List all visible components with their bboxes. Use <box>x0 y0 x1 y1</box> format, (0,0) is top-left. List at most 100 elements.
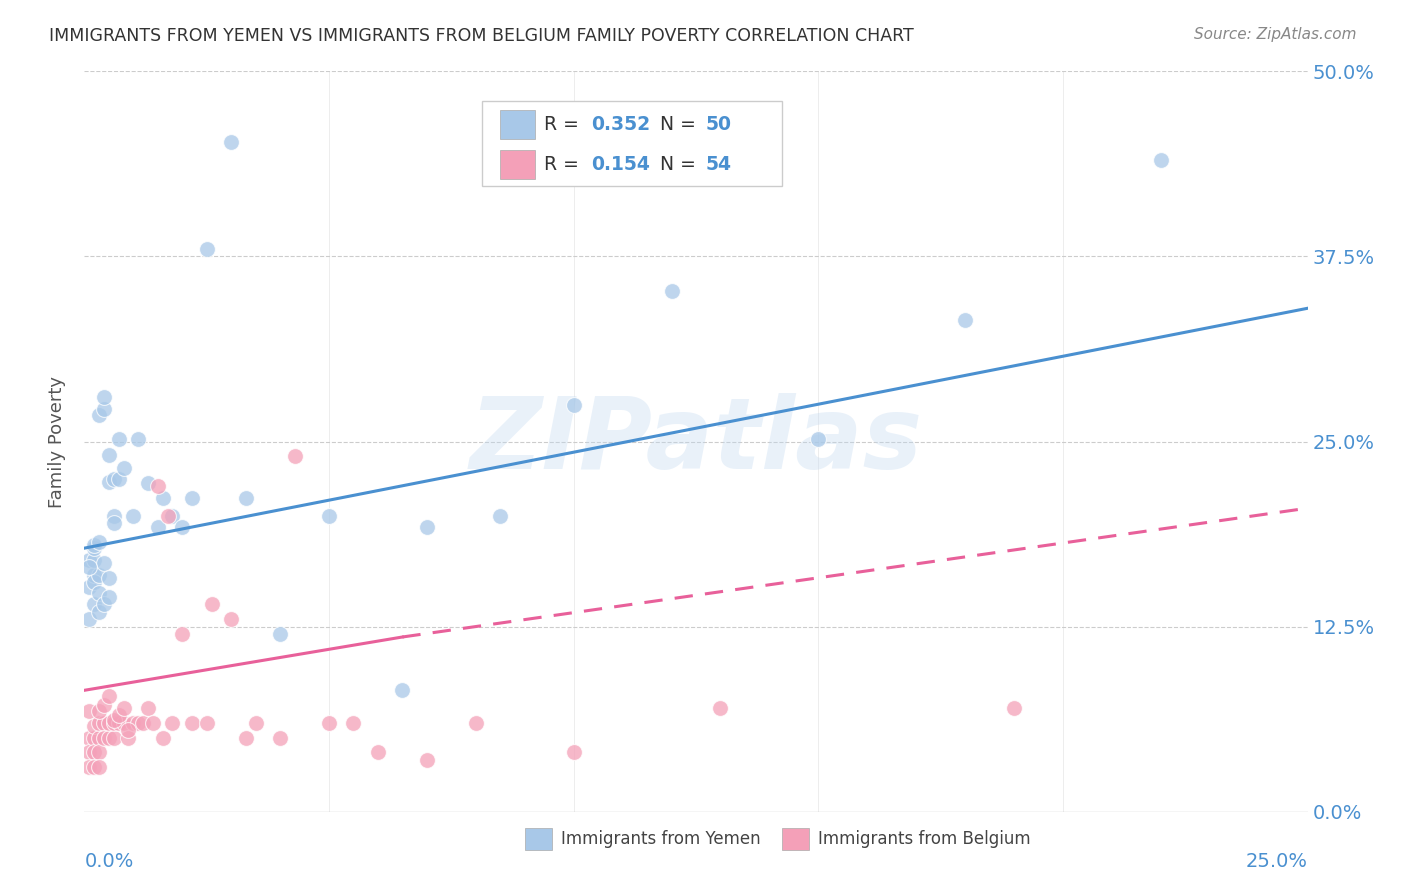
Point <box>83 541 105 556</box>
Point <box>142 715 165 730</box>
Point <box>87 746 110 760</box>
Point <box>97 571 120 585</box>
Point <box>97 715 120 730</box>
Point <box>112 701 135 715</box>
Text: 54: 54 <box>706 155 731 174</box>
Point <box>235 491 257 505</box>
Point <box>83 760 105 774</box>
Point <box>77 560 100 574</box>
Point <box>87 585 110 599</box>
Point <box>172 520 194 534</box>
Point <box>93 715 115 730</box>
Bar <box>524 828 551 850</box>
Point <box>953 313 976 327</box>
Point <box>87 535 110 549</box>
Point <box>97 690 120 704</box>
Point <box>103 471 125 485</box>
Point <box>103 731 125 745</box>
Point <box>77 580 100 594</box>
Point <box>87 715 110 730</box>
Point <box>112 715 135 730</box>
Point <box>107 715 129 730</box>
Point <box>162 508 184 523</box>
Text: 50: 50 <box>706 115 731 134</box>
Point <box>87 605 110 619</box>
Bar <box>501 150 534 179</box>
Point <box>122 508 145 523</box>
Text: 0.352: 0.352 <box>591 115 650 134</box>
Point <box>661 284 683 298</box>
Point <box>146 479 169 493</box>
Point <box>136 701 159 715</box>
Point <box>87 731 110 745</box>
Point <box>93 698 115 712</box>
Point <box>136 475 159 490</box>
Point <box>117 731 139 745</box>
Text: 0.0%: 0.0% <box>84 853 134 871</box>
Point <box>77 612 100 626</box>
Point <box>93 556 115 570</box>
Point <box>83 553 105 567</box>
Point <box>416 753 439 767</box>
Point <box>103 713 125 727</box>
Point <box>83 746 105 760</box>
Text: 25.0%: 25.0% <box>1246 853 1308 871</box>
Point <box>562 746 585 760</box>
Point <box>200 598 222 612</box>
Point <box>146 520 169 534</box>
Point <box>93 401 115 416</box>
Point <box>83 719 105 733</box>
Point <box>117 723 139 738</box>
Bar <box>501 110 534 139</box>
Point <box>107 432 129 446</box>
Point <box>87 704 110 718</box>
Point <box>416 520 439 534</box>
Point <box>107 708 129 723</box>
Text: 0.154: 0.154 <box>591 155 650 174</box>
Point <box>97 590 120 604</box>
Point <box>489 508 512 523</box>
Point <box>103 508 125 523</box>
Point <box>87 760 110 774</box>
Point <box>181 491 204 505</box>
Point <box>195 715 218 730</box>
Point <box>77 731 100 745</box>
Point <box>156 508 179 523</box>
Point <box>83 575 105 590</box>
Point <box>391 683 413 698</box>
Point <box>83 538 105 552</box>
Point <box>93 598 115 612</box>
Point <box>107 471 129 485</box>
Point <box>93 390 115 404</box>
Point <box>87 567 110 582</box>
Point <box>127 432 149 446</box>
Text: ZIPatlas: ZIPatlas <box>470 393 922 490</box>
Point <box>342 715 364 730</box>
Point <box>97 731 120 745</box>
Point <box>195 242 218 256</box>
Point <box>367 746 389 760</box>
Text: Immigrants from Yemen: Immigrants from Yemen <box>561 830 761 848</box>
Point <box>1002 701 1025 715</box>
Point <box>219 612 242 626</box>
Y-axis label: Family Poverty: Family Poverty <box>48 376 66 508</box>
Text: R =: R = <box>544 115 585 134</box>
Point <box>219 136 242 150</box>
Point <box>464 715 486 730</box>
Point <box>807 432 830 446</box>
Point <box>152 731 174 745</box>
Point <box>112 461 135 475</box>
Text: Immigrants from Belgium: Immigrants from Belgium <box>818 830 1031 848</box>
Point <box>77 704 100 718</box>
Point <box>318 508 340 523</box>
Text: Source: ZipAtlas.com: Source: ZipAtlas.com <box>1194 27 1357 42</box>
Point <box>103 516 125 530</box>
Point <box>93 731 115 745</box>
Point <box>284 450 307 464</box>
Point <box>87 408 110 422</box>
Point <box>132 715 155 730</box>
Point <box>162 715 184 730</box>
Point <box>77 760 100 774</box>
Text: R =: R = <box>544 155 585 174</box>
Point <box>97 448 120 462</box>
